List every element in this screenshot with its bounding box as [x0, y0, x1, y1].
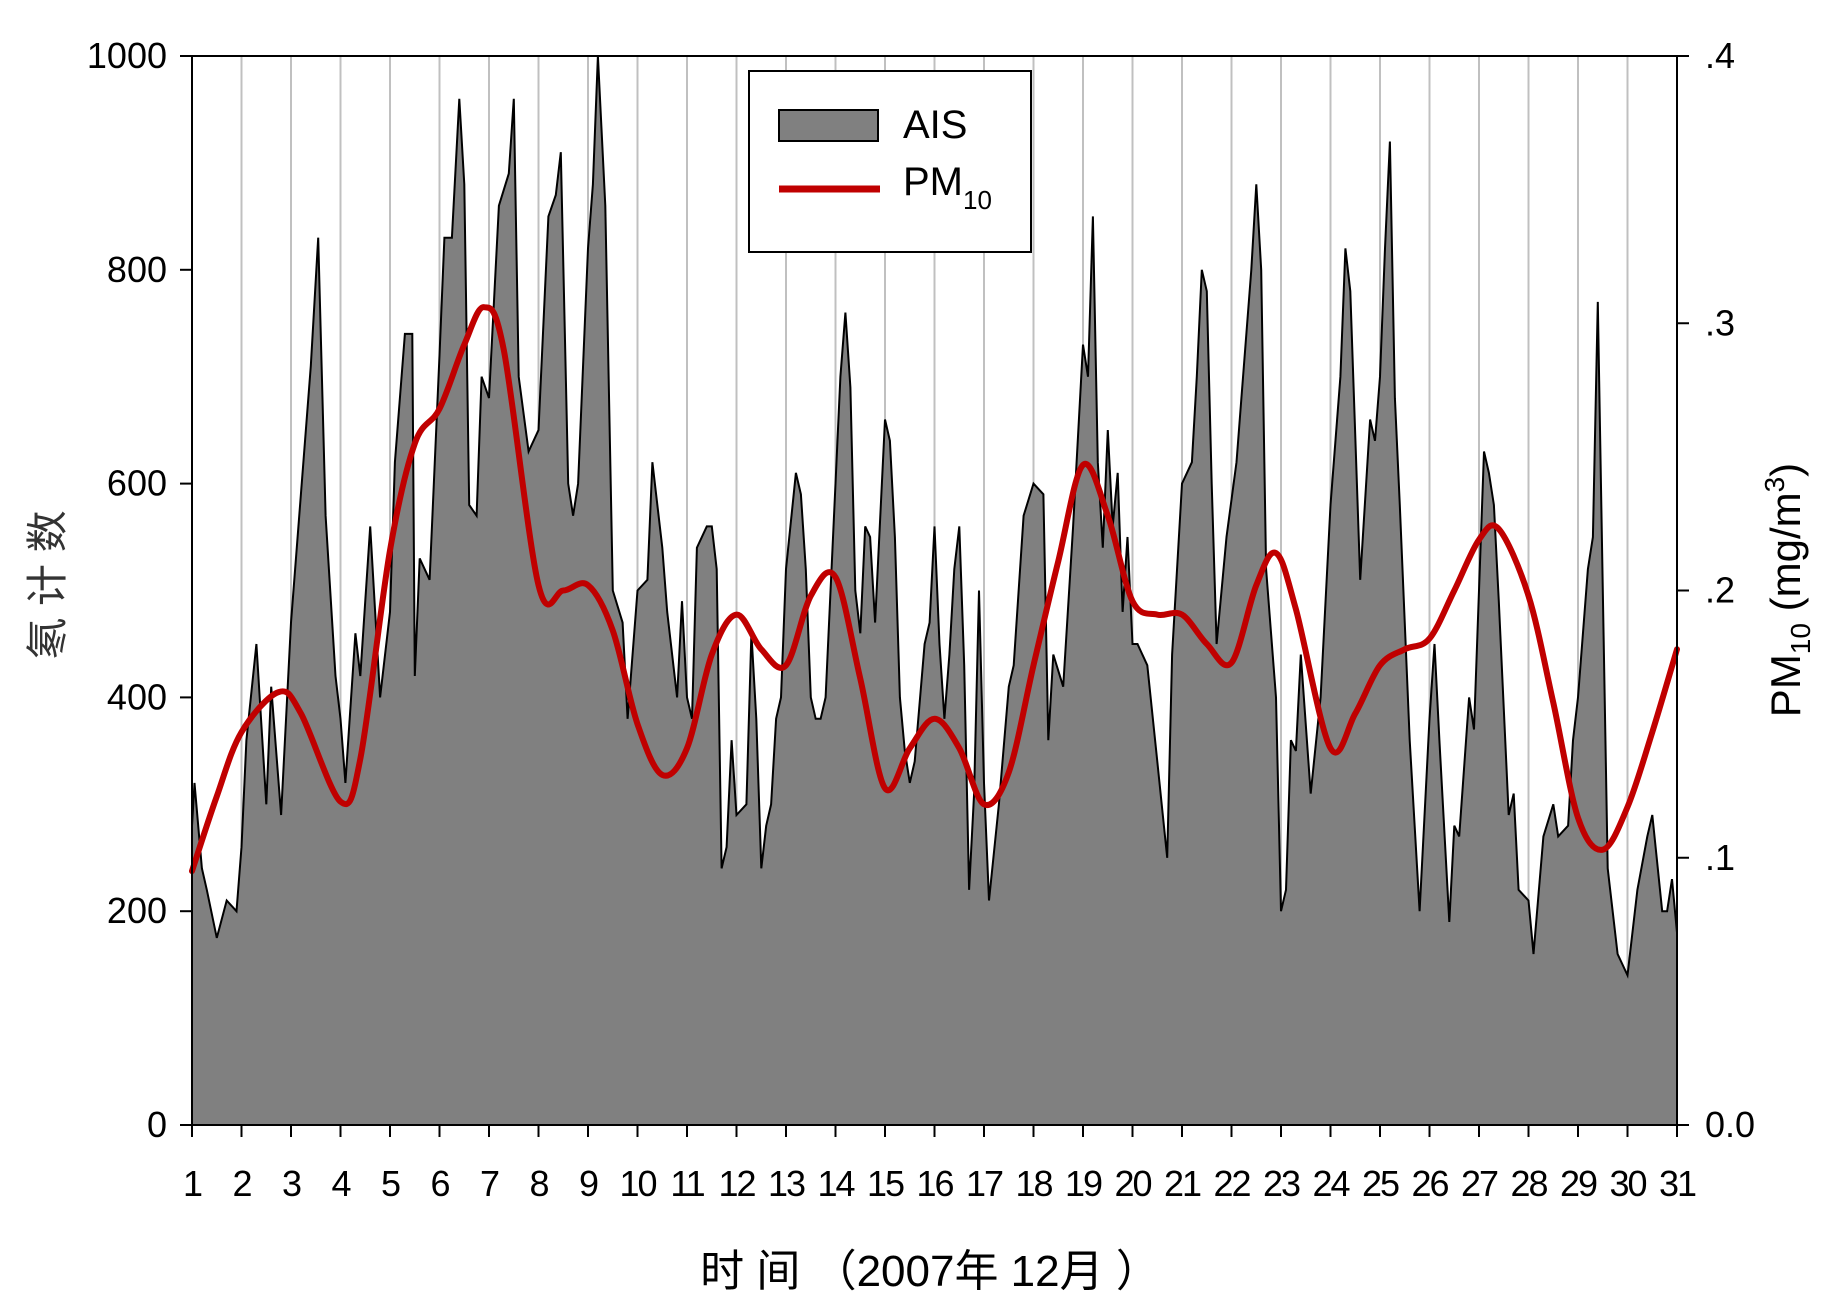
x-tick-label: 4 — [331, 1163, 350, 1204]
x-tick-label: 27 — [1461, 1163, 1498, 1204]
legend-pm10-sub: 10 — [963, 185, 992, 215]
x-tick-label: 24 — [1312, 1163, 1349, 1204]
y-tick-label: 800 — [107, 249, 167, 290]
legend: AIS PM10 — [748, 70, 1032, 253]
x-tick-label: 22 — [1213, 1163, 1250, 1204]
x-tick-label: 21 — [1164, 1163, 1201, 1204]
x-tick-label: 18 — [1015, 1163, 1052, 1204]
pm10-line — [189, 304, 1680, 875]
x-tick-label: 30 — [1609, 1163, 1646, 1204]
x-tick-label: 26 — [1411, 1163, 1448, 1204]
x-tick-label: 2 — [232, 1163, 251, 1204]
x-tick-label: 17 — [966, 1163, 1003, 1204]
x-tick-label: 20 — [1114, 1163, 1151, 1204]
y2-title-sub: 10 — [1785, 623, 1816, 654]
x-tick-label: 6 — [430, 1163, 449, 1204]
y-axis-title: 氡 计 数 — [24, 510, 71, 659]
x-tick-label: 11 — [670, 1163, 704, 1204]
x-tick-label: 23 — [1263, 1163, 1300, 1204]
y2-tick-label: 0.0 — [1705, 1104, 1755, 1145]
legend-box — [748, 70, 1032, 253]
y2-title-sup: 3 — [1759, 477, 1790, 493]
y2-title-close: ) — [1762, 463, 1809, 477]
x-tick-label: 25 — [1362, 1163, 1399, 1204]
y2-tick-label: .2 — [1705, 570, 1735, 611]
x-tick-label: 16 — [916, 1163, 953, 1204]
y2-axis-title: PM10 (mg/m3) — [1759, 463, 1816, 717]
x-tick-label: 9 — [579, 1163, 598, 1204]
y2-title-main: PM — [1762, 654, 1809, 717]
x-tick-label: 5 — [381, 1163, 400, 1204]
y-tick-label: 200 — [107, 890, 167, 931]
y2-tick-label: .1 — [1705, 837, 1735, 878]
y-tick-label: 0 — [147, 1104, 167, 1145]
x-tick-label: 12 — [718, 1163, 755, 1204]
x-tick-label: 29 — [1560, 1163, 1597, 1204]
y2-title-unit: (mg/m — [1762, 492, 1809, 623]
x-tick-label: 7 — [480, 1163, 499, 1204]
legend-label-pm10: PM10 — [903, 160, 992, 215]
x-tick-label: 15 — [867, 1163, 904, 1204]
x-tick-label: 3 — [282, 1163, 301, 1204]
legend-swatch-ais — [778, 109, 879, 142]
y-tick-label: 1000 — [87, 35, 167, 76]
x-tick-label: 14 — [817, 1163, 854, 1204]
y2-tick-label: .4 — [1705, 35, 1735, 76]
x-axis-title: 时 间 （2007年 12月 ） — [700, 1247, 1160, 1296]
x-tick-label: 1 — [183, 1163, 202, 1204]
x-tick-label: 31 — [1659, 1163, 1696, 1204]
x-tick-label: 10 — [619, 1163, 656, 1204]
x-tick-label: 28 — [1510, 1163, 1547, 1204]
x-tick-label: 13 — [768, 1163, 805, 1204]
y2-tick-label: .3 — [1705, 302, 1735, 343]
legend-label-ais: AIS — [903, 103, 967, 147]
x-tick-label: 19 — [1065, 1163, 1102, 1204]
y-tick-label: 600 — [107, 463, 167, 504]
x-tick-label: 8 — [529, 1163, 548, 1204]
axes: 1 2 3 4 5 6 7 8 9 10 11 12 13 14 15 16 17 18 19 20 21 22 23 24 2… — [87, 35, 1755, 1204]
legend-pm10-main: PM — [903, 160, 963, 204]
y-tick-label: 400 — [107, 676, 167, 717]
